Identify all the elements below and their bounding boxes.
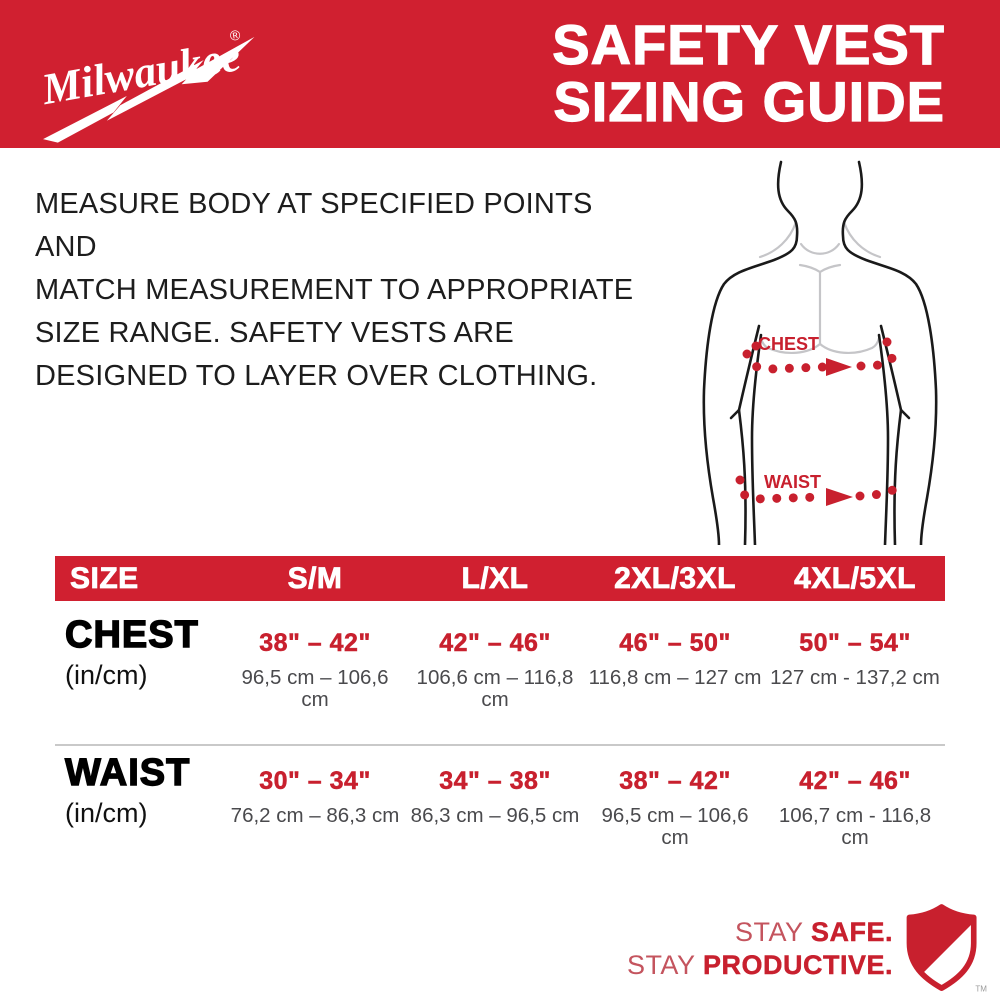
chest-inches-sm: 38" – 42" [259,629,371,657]
waist-cm-4xl5xl: 106,7 cm - 116,8 cm [778,804,932,849]
row-divider [55,744,945,746]
waist-cm-lxl: 86,3 cm – 96,5 cm [410,804,580,827]
chest-cm-4xl5xl: 127 cm - 137,2 cm [770,666,940,689]
waist-cm-sm: 76,2 cm – 86,3 cm [230,804,400,827]
chest-cell-2xl3xl: 46" – 50" 116,8 cm – 127 cm [585,615,765,711]
column-header-2xl3xl: 2XL/3XL [614,562,736,596]
column-header-sm: S/M [287,562,343,596]
row-label-waist: WAIST [64,752,191,794]
anatomy-sketch-lines [758,220,882,354]
column-header-4xl5xl: 4XL/5XL [794,562,916,596]
intro-line: DESIGNED TO LAYER OVER CLOTHING. [35,360,598,392]
chest-cell-sm: 38" – 42" 96,5 cm – 106,6 cm [225,615,405,711]
column-header-size: SIZE [70,562,139,596]
lightning-bolt-icon [43,36,255,143]
milwaukee-logo: Milwaukee ® [37,26,255,143]
header-band: Milwaukee ® SAFETY VEST SIZING GUIDE [0,0,1000,148]
waist-inches-lxl: 34" – 38" [439,767,551,795]
chest-inches-2xl3xl: 46" – 50" [619,629,731,657]
waist-measure-line [735,472,905,506]
page-title-line1: SAFETY VEST [552,13,945,76]
waist-inches-sm: 30" – 34" [259,767,371,795]
waist-inches-2xl3xl: 38" – 42" [619,767,731,795]
chest-cell-4xl5xl: 50" – 54" 127 cm - 137,2 cm [765,615,945,711]
waist-arrow-icon [826,488,853,506]
waist-cell-4xl5xl: 42" – 46" 106,7 cm - 116,8 cm [765,753,945,849]
tagline-stay1: STAY [734,917,811,947]
tagline-line2: STAY PRODUCTIVE. [627,949,893,982]
table-row-waist: WAIST (in/cm) 30" – 34" 76,2 cm – 86,3 c… [55,752,945,849]
chest-diagram-label: CHEST [758,334,819,354]
chest-measure-line [742,337,899,376]
chest-cm-2xl3xl: 116,8 cm – 127 cm [588,666,762,689]
chest-cm-sm: 96,5 cm – 106,6 cm [241,666,389,711]
body-measurement-diagram: CHEST WAIST [702,160,938,545]
row-unit-chest: (in/cm) [65,660,148,690]
chest-cell-lxl: 42" – 46" 106,6 cm – 116,8 cm [405,615,585,711]
chest-inches-lxl: 42" – 46" [439,629,551,657]
page-title-line2: SIZING GUIDE [553,70,945,133]
shield-icon: TM [906,904,987,993]
chest-inches-4xl5xl: 50" – 54" [799,629,911,657]
registered-mark: ® [229,26,243,44]
intro-text: MEASURE BODY AT SPECIFIED POINTS AND MAT… [35,183,635,398]
trademark-label: TM [975,984,987,993]
waist-inches-4xl5xl: 42" – 46" [799,767,911,795]
chest-cm-lxl: 106,6 cm – 116,8 cm [416,666,574,711]
table-header-row: SIZE S/M L/XL 2XL/3XL 4XL/5XL [55,556,945,601]
chest-arrow-icon [826,358,852,376]
table-row-chest: CHEST (in/cm) 38" – 42" 96,5 cm – 106,6 … [55,614,945,711]
row-unit-waist: (in/cm) [65,798,148,828]
waist-cell-lxl: 34" – 38" 86,3 cm – 96,5 cm [405,753,585,849]
tagline-productive: PRODUCTIVE. [702,950,893,980]
intro-line: MEASURE BODY AT SPECIFIED POINTS AND [35,188,593,263]
page-title: SAFETY VEST SIZING GUIDE [552,13,945,133]
intro-line: MATCH MEASUREMENT TO APPROPRIATE [35,274,634,306]
tagline-line1: STAY SAFE. [627,916,893,949]
tagline-stay2: STAY [626,950,703,980]
tagline: STAY SAFE. STAY PRODUCTIVE. [627,916,893,982]
waist-cm-2xl3xl: 96,5 cm – 106,6 cm [601,804,749,849]
waist-cell-2xl3xl: 38" – 42" 96,5 cm – 106,6 cm [585,753,765,849]
waist-cell-sm: 30" – 34" 76,2 cm – 86,3 cm [225,753,405,849]
tagline-safe: SAFE. [810,917,893,947]
row-label-chest: CHEST [64,614,199,656]
waist-diagram-label: WAIST [764,472,821,492]
intro-line: SIZE RANGE. SAFETY VESTS ARE [35,317,514,349]
column-header-lxl: L/XL [461,562,529,596]
